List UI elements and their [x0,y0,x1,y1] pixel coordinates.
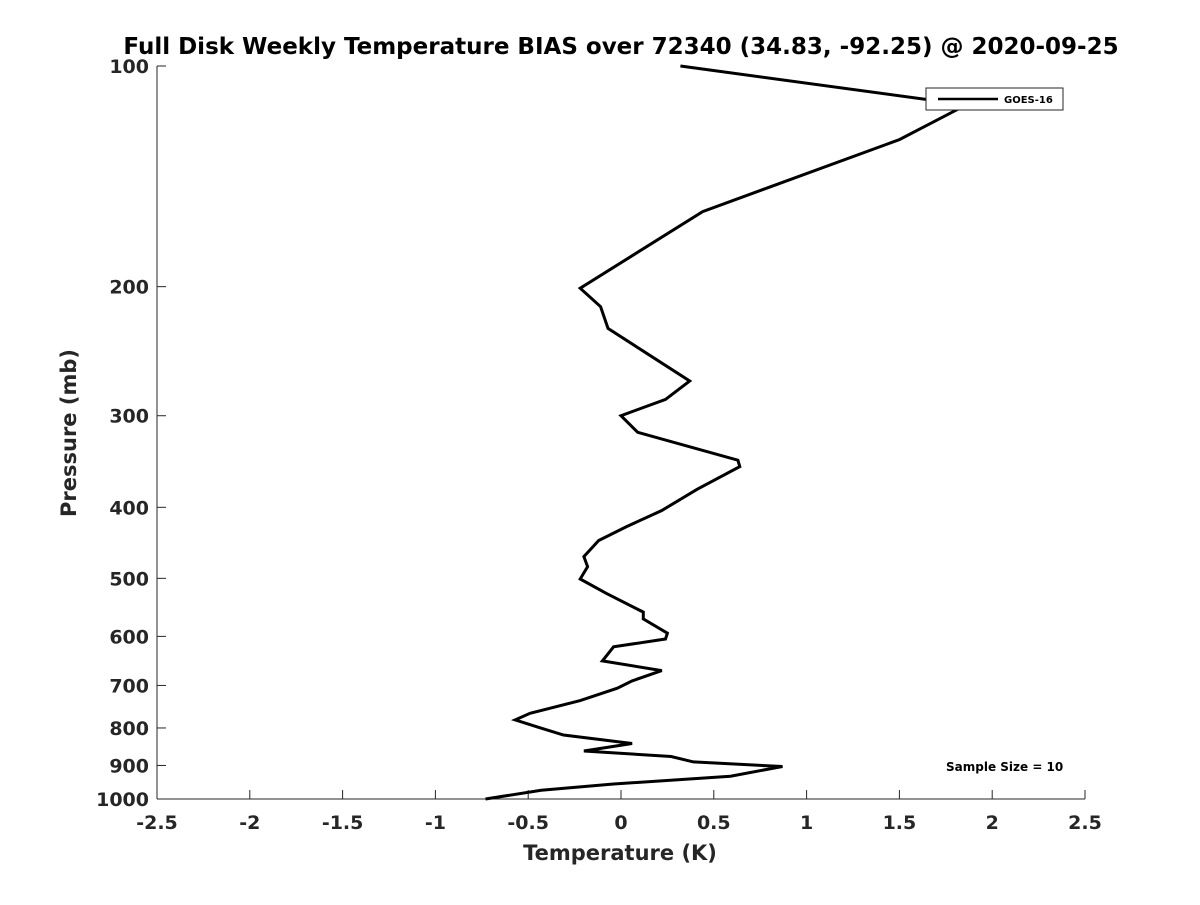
x-tick-label: -1.5 [322,812,364,834]
x-tick-label: -2 [239,812,260,834]
chart-title: Full Disk Weekly Temperature BIAS over 7… [123,34,1118,60]
x-tick-label: 0 [614,812,627,834]
x-tick-label: 2.5 [1068,812,1102,834]
legend: GOES-16 [925,87,1064,111]
x-tick-label: 2 [986,812,999,834]
x-tick-label: -2.5 [136,812,178,834]
y-tick-label: 800 [109,718,149,740]
x-tick-label: 0.5 [697,812,731,834]
legend-label-goes-16: GOES-16 [1004,95,1053,106]
y-tick-label: 400 [109,497,149,519]
x-axis-label: Temperature (K) [523,841,717,865]
y-tick-label: 700 [109,675,149,697]
y-tick-label: 600 [109,626,149,648]
series-line-goes-16 [485,64,972,801]
y-tick-label: 500 [109,568,149,590]
x-tick-label: -1 [425,812,446,834]
y-tick-label: 1000 [96,789,149,811]
axes [156,66,1085,800]
y-tick-label: 100 [109,56,149,78]
tick-labels: -2.5 -2 -1.5 -1 -0.5 0 0.5 1 1.5 2 2.5 100 200 300 400… [96,56,1102,834]
y-tick-label: 300 [109,406,149,428]
y-tick-label: 900 [109,755,149,777]
tick-marks [156,65,1086,800]
series-layer [485,64,972,801]
y-axis-label: Pressure (mb) [57,349,81,517]
sample-size-annotation: Sample Size = 10 [946,760,1063,774]
x-tick-label: -0.5 [507,812,549,834]
x-tick-label: 1.5 [883,812,917,834]
x-tick-label: 1 [800,812,813,834]
y-tick-label: 200 [109,277,149,299]
